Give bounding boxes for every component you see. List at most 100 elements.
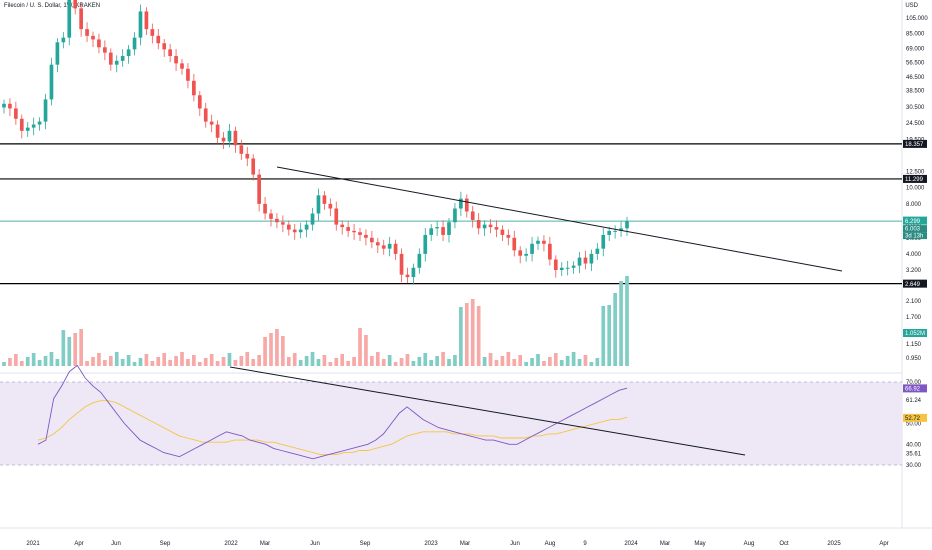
candle-body: [269, 213, 273, 219]
volume-bar: [85, 361, 89, 366]
candle-body: [126, 49, 131, 57]
volume-bar: [281, 336, 285, 366]
volume-bar: [180, 352, 184, 366]
candle-body: [19, 118, 24, 131]
candle-body: [49, 64, 54, 100]
volume-bar: [103, 360, 107, 366]
candle-body: [405, 274, 410, 278]
chart-title: Filecoin / U. S. Dollar, 1W, KRAKEN: [4, 3, 101, 9]
volume-bar: [14, 354, 18, 366]
key-level-tag: [903, 279, 927, 288]
volume-bar: [174, 356, 178, 366]
volume-bar: [476, 306, 481, 366]
volume-bar: [114, 352, 119, 366]
candle-body: [464, 198, 469, 212]
volume-bar: [613, 293, 617, 366]
time-axis-tick: 2022: [224, 541, 238, 547]
candle-body: [447, 222, 451, 235]
volume-bar: [542, 361, 546, 366]
price-axis-tick: 2.100: [906, 299, 922, 305]
price-axis-tick: 0.950: [906, 356, 922, 362]
candle-body: [257, 174, 261, 204]
price-label-2: 6.003: [905, 227, 921, 233]
candle-body: [364, 234, 368, 238]
volume-bar: [387, 355, 392, 366]
candle-body: [340, 224, 345, 228]
volume-bar: [601, 306, 606, 366]
volume-bar: [275, 329, 279, 366]
candle-body: [435, 227, 439, 229]
volume-bar: [2, 362, 6, 366]
volume-bar: [91, 357, 95, 366]
volume-bar: [322, 355, 327, 366]
candle-body: [263, 203, 267, 214]
candle-body: [114, 60, 119, 65]
time-axis-tick: Apr: [879, 541, 888, 547]
key-level-label: 18.357: [905, 142, 924, 148]
candle-body: [286, 224, 291, 230]
candle-body: [429, 228, 434, 235]
volume-bar: [37, 360, 42, 366]
candle-body: [156, 35, 161, 44]
candle-body: [565, 267, 570, 269]
volume-bar: [524, 362, 528, 366]
candle-body: [411, 267, 416, 278]
volume-bar: [79, 329, 83, 366]
candle-body: [453, 208, 457, 223]
volume-bar: [405, 354, 410, 366]
candle-body: [441, 227, 445, 235]
candle-body: [571, 265, 576, 268]
candle-body: [352, 230, 356, 233]
candle-body: [97, 39, 101, 48]
volume-bar: [625, 276, 629, 366]
time-axis-tick: 2021: [26, 541, 40, 547]
volume-bar: [571, 352, 576, 366]
candle-body: [577, 257, 582, 266]
volume-bar: [583, 355, 588, 366]
candle-body: [387, 243, 392, 249]
price-axis-tick: 56.500: [906, 61, 925, 67]
candle-body: [132, 37, 137, 50]
rsi-value-tag: [903, 384, 927, 393]
price-axis-tick: 8.000: [906, 202, 922, 208]
key-level-label: 11.299: [905, 177, 924, 183]
candle-body: [607, 230, 612, 235]
current-price-label: 6.299: [905, 219, 921, 225]
volume-bar: [19, 361, 24, 366]
candle-body: [150, 29, 155, 36]
candle-body: [358, 232, 362, 235]
candle-body: [221, 137, 226, 142]
volume-bar: [494, 360, 499, 366]
price-axis-tick: 19.500: [906, 138, 925, 144]
volume-value-label: 1.052M: [905, 331, 925, 337]
volume-bar: [120, 359, 125, 366]
volume-bar: [340, 354, 345, 366]
rsi-value-label: 66.92: [905, 386, 921, 392]
candle-body: [73, 0, 78, 9]
candle-body: [583, 257, 588, 264]
volume-bar: [453, 355, 457, 366]
candle-body: [548, 243, 552, 260]
volume-bar: [292, 353, 297, 366]
candle-body: [381, 245, 386, 249]
price-axis-tick: 38.500: [906, 88, 925, 94]
candle-body: [322, 195, 327, 204]
rsi-axis-tick: 50.00: [906, 422, 922, 428]
candle-body: [375, 242, 380, 246]
price-axis-tick: 10.000: [906, 186, 925, 192]
candle-body: [334, 208, 339, 225]
volume-bar: [286, 357, 291, 366]
candle-body: [536, 240, 540, 244]
volume-bar: [553, 353, 558, 366]
candle-body: [67, 0, 72, 38]
volume-bar: [464, 303, 469, 366]
time-axis-tick: Sep: [160, 541, 171, 547]
volume-bar: [595, 358, 600, 366]
candle-body: [162, 43, 167, 50]
volume-bar: [108, 356, 113, 366]
volume-bar: [162, 353, 167, 366]
candle-body: [482, 224, 487, 229]
price-axis-tick: 85.000: [906, 31, 925, 37]
candle-body: [251, 158, 256, 175]
